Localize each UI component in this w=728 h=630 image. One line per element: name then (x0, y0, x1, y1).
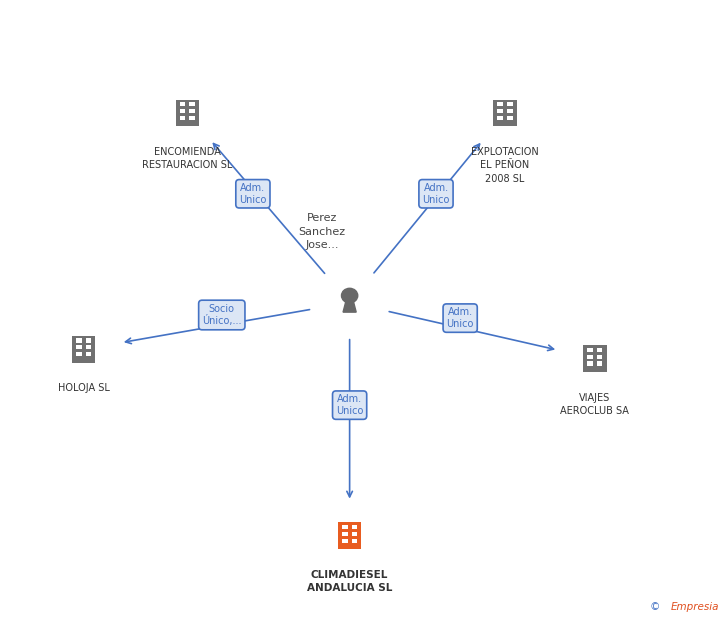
FancyBboxPatch shape (583, 345, 606, 369)
FancyBboxPatch shape (86, 352, 91, 357)
Text: Adm.
Unico: Adm. Unico (240, 183, 266, 205)
FancyBboxPatch shape (72, 336, 95, 359)
FancyBboxPatch shape (583, 369, 606, 372)
FancyBboxPatch shape (597, 362, 603, 365)
FancyBboxPatch shape (342, 532, 347, 536)
Text: Adm.
Unico: Adm. Unico (446, 307, 474, 329)
FancyBboxPatch shape (175, 123, 199, 127)
Text: HOLOJA SL: HOLOJA SL (58, 384, 109, 393)
FancyBboxPatch shape (189, 116, 195, 120)
FancyBboxPatch shape (86, 345, 91, 350)
Text: Adm.
Unico: Adm. Unico (336, 394, 363, 416)
FancyBboxPatch shape (497, 109, 503, 113)
FancyBboxPatch shape (189, 102, 195, 106)
Circle shape (341, 289, 357, 303)
FancyBboxPatch shape (352, 525, 357, 529)
Text: Adm.
Unico: Adm. Unico (422, 183, 450, 205)
FancyBboxPatch shape (72, 359, 95, 363)
Text: VIAJES
AEROCLUB SA: VIAJES AEROCLUB SA (561, 392, 629, 416)
Text: Socio
Único,...: Socio Único,... (202, 304, 242, 326)
Text: EXPLOTACION
EL PEÑON
2008 SL: EXPLOTACION EL PEÑON 2008 SL (471, 147, 539, 183)
FancyBboxPatch shape (507, 116, 513, 120)
Text: CLIMADIESEL
ANDALUCIA SL: CLIMADIESEL ANDALUCIA SL (307, 570, 392, 593)
FancyBboxPatch shape (497, 116, 503, 120)
FancyBboxPatch shape (494, 100, 517, 123)
FancyBboxPatch shape (507, 102, 513, 106)
FancyBboxPatch shape (86, 338, 91, 343)
FancyBboxPatch shape (175, 100, 199, 123)
FancyBboxPatch shape (587, 348, 593, 352)
Text: Empresia: Empresia (671, 602, 719, 612)
FancyBboxPatch shape (587, 362, 593, 365)
FancyBboxPatch shape (76, 338, 82, 343)
Text: ENCOMIENDA
RESTAURACION SL: ENCOMIENDA RESTAURACION SL (142, 147, 232, 170)
FancyBboxPatch shape (352, 532, 357, 536)
FancyBboxPatch shape (342, 539, 347, 543)
FancyBboxPatch shape (180, 116, 185, 120)
FancyBboxPatch shape (338, 546, 361, 549)
FancyBboxPatch shape (189, 109, 195, 113)
Text: ©: © (650, 602, 664, 612)
FancyBboxPatch shape (76, 345, 82, 350)
FancyBboxPatch shape (76, 352, 82, 357)
FancyBboxPatch shape (352, 539, 357, 543)
FancyBboxPatch shape (497, 102, 503, 106)
FancyBboxPatch shape (494, 123, 517, 127)
Polygon shape (343, 302, 356, 312)
FancyBboxPatch shape (587, 355, 593, 359)
FancyBboxPatch shape (507, 109, 513, 113)
FancyBboxPatch shape (180, 102, 185, 106)
FancyBboxPatch shape (597, 355, 603, 359)
FancyBboxPatch shape (342, 525, 347, 529)
Text: Perez
Sanchez
Jose...: Perez Sanchez Jose... (298, 214, 346, 249)
FancyBboxPatch shape (597, 348, 603, 352)
FancyBboxPatch shape (180, 109, 185, 113)
FancyBboxPatch shape (338, 522, 361, 546)
